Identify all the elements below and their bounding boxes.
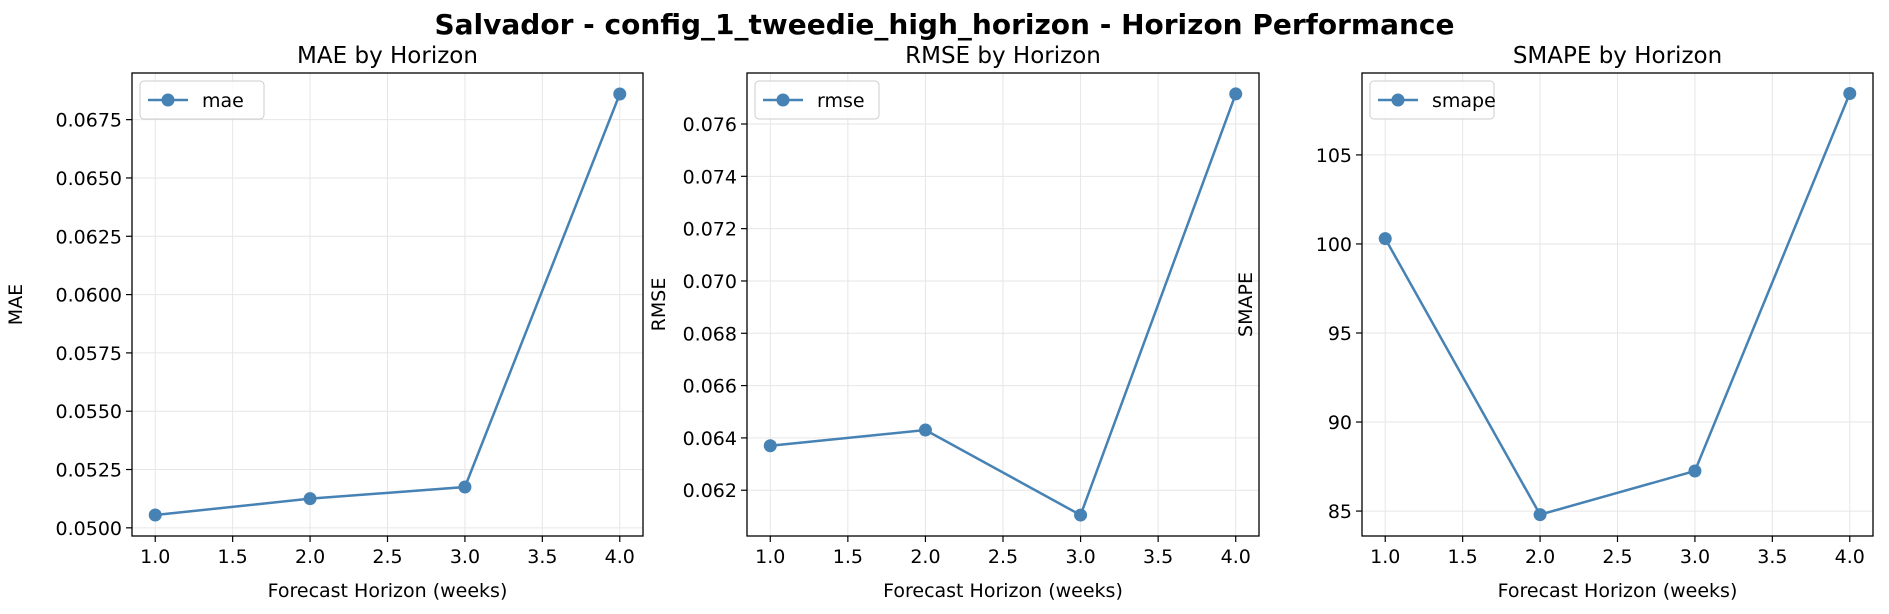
x-tick-label: 2.5 [372,546,402,568]
data-point [1533,508,1547,522]
y-tick-label: 0.0600 [56,285,122,307]
legend-marker [1391,93,1405,107]
x-tick-label: 2.0 [295,546,325,568]
y-tick-label: 0.0500 [56,518,122,540]
x-tick-label: 1.5 [218,546,248,568]
subplot-title: RMSE by Horizon [905,43,1101,69]
chart-panel-2: 1.0 1.5 2.0 2.5 3.0 3.5 4.0 0.062 0.064 0.066 0.06… [648,43,1260,602]
y-axis-label: MAE [5,284,27,325]
data-point [763,439,777,453]
figure-title: Salvador - config_1_tweedie_high_horizon… [434,8,1455,41]
y-tick-label: 105 [1316,145,1352,167]
data-point [1378,232,1392,246]
legend-label: smape [1432,90,1496,112]
chart-panel-3: 1.0 1.5 2.0 2.5 3.0 3.5 4.0 85 90 95 100 105 smape SM… [1235,43,1874,602]
subplot-title: SMAPE by Horizon [1513,43,1722,69]
x-tick-label: 4.0 [605,546,635,568]
y-tick-label: 0.0525 [56,460,122,482]
x-axis-label: Forecast Horizon (weeks) [268,580,508,602]
x-tick-label: 2.5 [1602,546,1632,568]
y-tick-label: 0.0550 [56,401,122,423]
y-tick-label: 0.0675 [56,110,122,132]
legend-box [139,80,265,120]
legend-marker [161,93,175,107]
x-tick-label: 1.0 [140,546,170,568]
subplot-title: MAE by Horizon [297,43,478,69]
x-tick-label: 3.5 [1757,546,1787,568]
y-axis-label: SMAPE [1235,272,1257,337]
x-tick-label: 1.5 [1448,546,1478,568]
legend-marker [776,93,790,107]
y-axis-label: RMSE [648,278,670,332]
legend-label: mae [202,90,244,112]
x-tick-label: 3.0 [450,546,480,568]
axes-frame [746,72,1260,537]
y-tick-label: 95 [1328,323,1352,345]
x-tick-label: 2.0 [910,546,940,568]
x-tick-label: 3.0 [1065,546,1095,568]
y-tick-label: 0.074 [683,166,737,188]
y-tick-label: 0.0625 [56,226,122,248]
y-tick-label: 0.062 [683,480,737,502]
x-tick-label: 3.5 [527,546,557,568]
chart-panel-1: 1.0 1.5 2.0 2.5 3.0 3.5 4.0 0.0500 0.0525 0.0550 0… [5,43,644,602]
y-tick-label: 0.068 [683,323,737,345]
legend: mae [139,80,265,120]
data-point [148,508,162,522]
data-point [458,480,472,494]
axes-frame [1361,72,1874,537]
data-point [1074,508,1088,522]
y-tick-label: 0.070 [683,271,737,293]
axes-frame [131,72,644,537]
x-tick-label: 2.0 [1525,546,1555,568]
series-line [770,93,1237,517]
data-point [1843,86,1857,100]
data-point [613,87,627,101]
data-point [1688,464,1702,478]
legend: rmse [754,80,880,120]
y-tick-label: 0.072 [683,219,737,241]
y-tick-label: 90 [1328,412,1352,434]
data-point [918,423,932,437]
legend-label: rmse [817,90,865,112]
data-point [1229,87,1243,101]
y-tick-label: 0.0650 [56,168,122,190]
x-axis-label: Forecast Horizon (weeks) [883,580,1123,602]
series-line [155,93,621,517]
y-tick-label: 100 [1316,234,1352,256]
series-line [1384,93,1851,517]
legend: smape [1369,80,1496,120]
x-tick-label: 3.0 [1680,546,1710,568]
y-tick-label: 0.064 [683,428,737,450]
y-tick-label: 0.076 [683,114,737,136]
y-tick-label: 0.0575 [56,343,122,365]
y-tick-label: 0.066 [683,376,737,398]
x-tick-label: 1.0 [755,546,785,568]
data-point [303,492,317,506]
x-tick-label: 4.0 [1835,546,1865,568]
x-tick-label: 2.5 [988,546,1018,568]
x-tick-label: 1.0 [1370,546,1400,568]
x-tick-label: 3.5 [1143,546,1173,568]
legend-box [1369,80,1495,120]
legend-box [754,80,880,120]
x-tick-label: 1.5 [833,546,863,568]
x-axis-label: Forecast Horizon (weeks) [1498,580,1738,602]
y-tick-label: 85 [1328,501,1352,523]
x-tick-label: 4.0 [1221,546,1251,568]
